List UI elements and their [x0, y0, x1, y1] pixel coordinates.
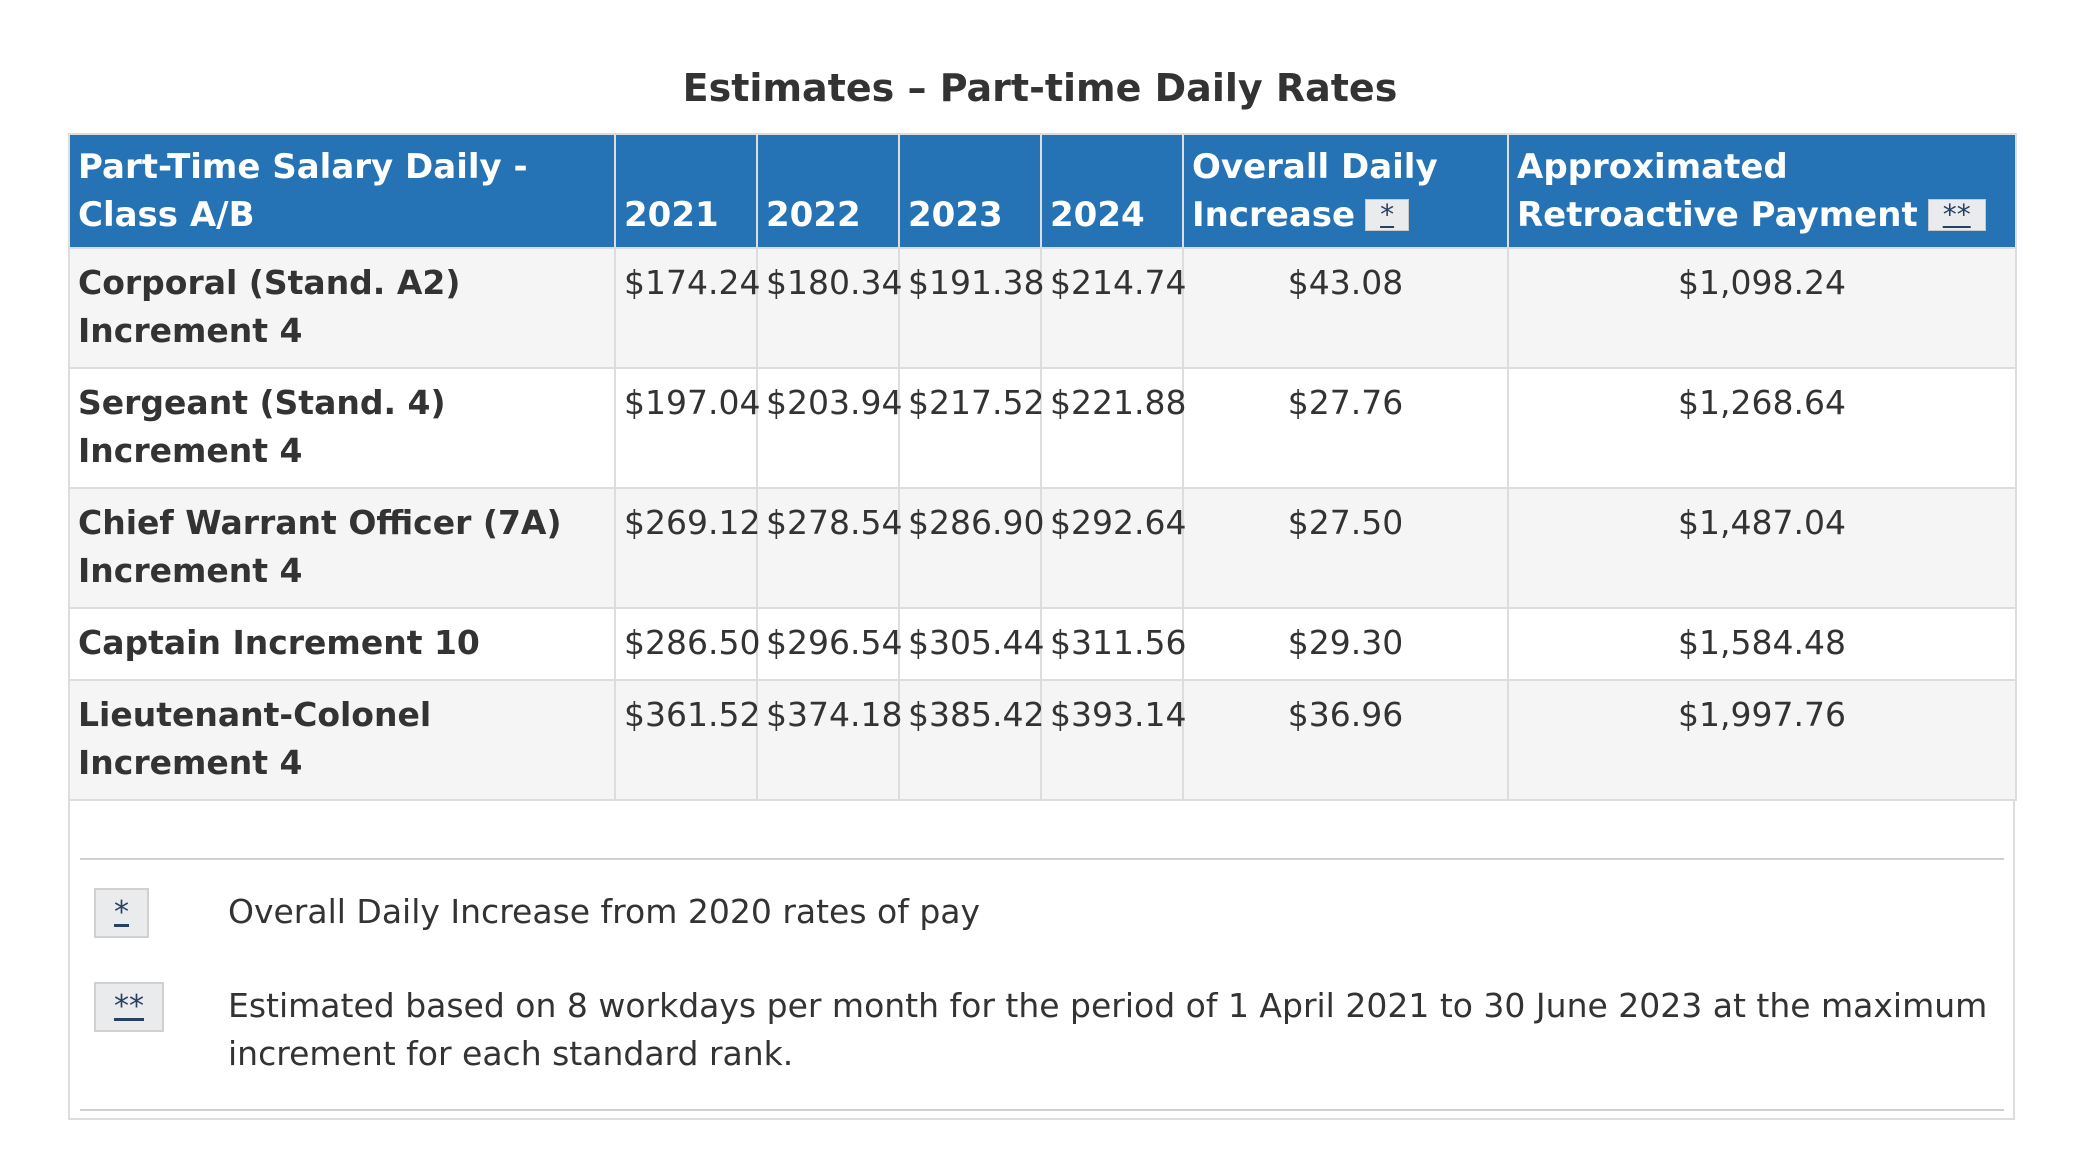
rate-2021-cell: $286.50 — [614, 607, 760, 681]
rates-table: Part-Time Salary Daily - Class A/B 2021 … — [68, 133, 2017, 801]
footnote-return-link-1[interactable]: * — [94, 888, 149, 938]
header-retroactive-payment: Approximated Retroactive Payment ** — [1507, 133, 2017, 249]
footnote-link-2[interactable]: ** — [1927, 199, 1986, 231]
rate-2022-cell: $374.18 — [756, 679, 902, 801]
retro-cell: $1,997.76 — [1507, 679, 2017, 801]
footnote-return-link-2[interactable]: ** — [94, 982, 164, 1032]
footnote-text: Overall Daily Increase from 2020 rates o… — [228, 892, 981, 931]
rate-2021-cell: $361.52 — [614, 679, 760, 801]
rate-2023-cell: $191.38 — [898, 247, 1044, 369]
footnote-link-1[interactable]: * — [1365, 199, 1410, 231]
rate-2023-cell: $385.42 — [898, 679, 1044, 801]
increase-cell: $29.30 — [1182, 607, 1509, 681]
rate-2024-cell: $393.14 — [1040, 679, 1186, 801]
increase-cell: $36.96 — [1182, 679, 1509, 801]
header-overall-increase: Overall Daily Increase * — [1182, 133, 1509, 249]
rank-cell: Captain Increment 10 — [68, 607, 616, 681]
header-2024: 2024 — [1040, 133, 1184, 249]
increase-cell: $27.76 — [1182, 367, 1509, 489]
rate-2023-cell: $305.44 — [898, 607, 1044, 681]
table-row: Lieutenant-Colonel Increment 4 $361.52 $… — [68, 679, 2017, 801]
header-2021: 2021 — [614, 133, 758, 249]
table-row: Captain Increment 10 $286.50 $296.54 $30… — [68, 607, 2017, 681]
rate-2022-cell: $296.54 — [756, 607, 902, 681]
header-2023: 2023 — [898, 133, 1042, 249]
rate-2024-cell: $311.56 — [1040, 607, 1186, 681]
retro-cell: $1,098.24 — [1507, 247, 2017, 369]
rate-2024-cell: $214.74 — [1040, 247, 1186, 369]
rate-2024-cell: $221.88 — [1040, 367, 1186, 489]
rank-cell: Lieutenant-Colonel Increment 4 — [68, 679, 616, 801]
rate-2022-cell: $203.94 — [756, 367, 902, 489]
rate-2021-cell: $197.04 — [614, 367, 760, 489]
table-header-row: Part-Time Salary Daily - Class A/B 2021 … — [68, 133, 2017, 249]
retro-cell: $1,584.48 — [1507, 607, 2017, 681]
header-2022: 2022 — [756, 133, 900, 249]
header-rank: Part-Time Salary Daily - Class A/B — [68, 133, 616, 249]
rate-2023-cell: $286.90 — [898, 487, 1044, 609]
rates-table-container: Part-Time Salary Daily - Class A/B 2021 … — [68, 133, 2017, 1120]
table-row: Corporal (Stand. A2) Increment 4 $174.24… — [68, 247, 2017, 369]
rate-2022-cell: $180.34 — [756, 247, 902, 369]
increase-cell: $43.08 — [1182, 247, 1509, 369]
increase-cell: $27.50 — [1182, 487, 1509, 609]
rate-2023-cell: $217.52 — [898, 367, 1044, 489]
rate-2021-cell: $174.24 — [614, 247, 760, 369]
table-row: Sergeant (Stand. 4) Increment 4 $197.04 … — [68, 367, 2017, 489]
table-caption: Estimates – Part-time Daily Rates — [682, 66, 1398, 110]
rank-cell: Corporal (Stand. A2) Increment 4 — [68, 247, 616, 369]
table-row: Chief Warrant Officer (7A) Increment 4 $… — [68, 487, 2017, 609]
rate-2022-cell: $278.54 — [756, 487, 902, 609]
retro-cell: $1,268.64 — [1507, 367, 2017, 489]
rank-cell: Sergeant (Stand. 4) Increment 4 — [68, 367, 616, 489]
rate-2021-cell: $269.12 — [614, 487, 760, 609]
footnote-text: Estimated based on 8 workdays per month … — [228, 986, 1988, 1073]
retro-cell: $1,487.04 — [1507, 487, 2017, 609]
footnotes-section: * Overall Daily Increase from 2020 rates… — [80, 858, 2004, 1111]
rank-cell: Chief Warrant Officer (7A) Increment 4 — [68, 487, 616, 609]
rate-2024-cell: $292.64 — [1040, 487, 1186, 609]
